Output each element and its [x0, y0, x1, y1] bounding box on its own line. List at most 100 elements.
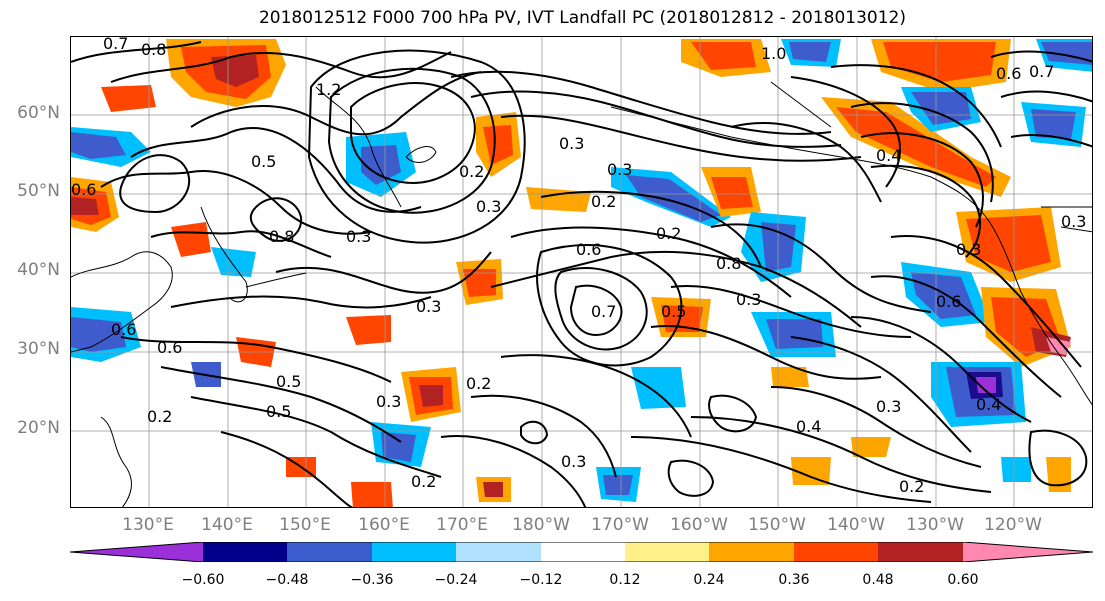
lon-label-140w: 140°W: [827, 515, 885, 535]
colorbar-tick: 0.60: [947, 572, 979, 588]
lon-label-160e: 160°E: [358, 515, 410, 535]
contour-label: 1.2: [316, 80, 341, 99]
contour-label: 0.3: [876, 397, 901, 416]
colorbar: [70, 542, 1093, 562]
map-canvas: 0.7 0.8 1.0 0.6 0.7 1.2 0.3 0.2 0.3 0.3 …: [71, 37, 1092, 507]
shade-blob: [631, 367, 686, 409]
lon-label-150e: 150°E: [279, 515, 331, 535]
shade-blob: [789, 42, 831, 62]
contour-label: 0.6: [996, 64, 1021, 83]
colorbar-segment: [794, 542, 878, 562]
shade-blob: [71, 317, 126, 352]
contour-label: 0.3: [416, 297, 441, 316]
shade-blob: [691, 42, 756, 70]
contour-label: 0.2: [411, 472, 436, 491]
shade-blob: [771, 367, 809, 387]
colorbar-segment: [372, 542, 456, 562]
contour-label: 0.3: [346, 227, 371, 246]
contour-label: 0.3: [376, 392, 401, 411]
shade-blob: [1041, 42, 1092, 65]
contour-label: 0.2: [899, 477, 924, 496]
shade-blob: [851, 437, 891, 457]
colorbar-tick: 0.48: [862, 572, 894, 588]
contour-label: 0.2: [466, 374, 491, 393]
lon-label-130e: 130°E: [122, 515, 174, 535]
contour-label: 0.8: [716, 254, 741, 273]
contour-label: 0.3: [561, 452, 586, 471]
colorbar-segment: [709, 542, 794, 562]
contour-label: 0.3: [736, 290, 761, 309]
colorbar-tick: −0.24: [434, 572, 478, 588]
lon-label-150w: 150°W: [748, 515, 806, 535]
colorbar-segment: [963, 542, 1093, 562]
colorbar-segment: [287, 542, 372, 562]
lon-label-160w: 160°W: [670, 515, 728, 535]
lat-label-40n: 40°N: [17, 260, 60, 280]
shade-blob: [1031, 109, 1076, 139]
contour-label: 0.2: [591, 192, 616, 211]
map-panel: 0.7 0.8 1.0 0.6 0.7 1.2 0.3 0.2 0.3 0.3 …: [70, 36, 1093, 508]
contour-label: 0.5: [266, 402, 291, 421]
lat-label-60n: 60°N: [17, 103, 60, 123]
shade-blob: [766, 319, 823, 349]
shade-blob: [346, 315, 391, 345]
lon-label-120w: 120°W: [984, 515, 1042, 535]
contour-label: 0.6: [936, 292, 961, 311]
shade-blob: [101, 85, 156, 112]
lon-label-140e: 140°E: [201, 515, 253, 535]
shade-blob: [71, 132, 126, 159]
colorbar-tick: 0.36: [778, 572, 810, 588]
colorbar-tick: −0.48: [265, 572, 309, 588]
shade-blob: [791, 457, 831, 485]
contour-label: 0.2: [459, 162, 484, 181]
colorbar-tick: −0.36: [350, 572, 394, 588]
contour-label: 0.5: [251, 152, 276, 171]
shade-blob: [211, 55, 259, 87]
shade-blob: [526, 187, 591, 212]
contour-label: 0.3: [1061, 212, 1086, 231]
shade-blob: [381, 432, 416, 462]
contour-label: 0.7: [591, 302, 616, 321]
lon-label-180w: 180°W: [512, 515, 570, 535]
contour-label: 0.4: [796, 417, 821, 436]
shade-blob: [463, 269, 496, 297]
shade-blob: [211, 247, 256, 277]
contour-label: 0.7: [103, 37, 128, 53]
shading-layer: [71, 39, 1092, 507]
shade-blob: [483, 125, 513, 165]
contour-label: 0.4: [876, 146, 901, 165]
contour-label: 0.8: [141, 40, 166, 59]
lat-label-20n: 20°N: [17, 418, 60, 438]
contour-label: 0.5: [276, 372, 301, 391]
colorbar-tick: −0.12: [519, 572, 563, 588]
colorbar-segment: [878, 542, 963, 562]
shade-blob: [911, 272, 976, 319]
shade-blob: [966, 215, 1051, 272]
contour-label: 0.4: [976, 395, 1001, 414]
lon-label-130w: 130°W: [906, 515, 964, 535]
colorbar-segment: [203, 542, 287, 562]
contour-label: 0.3: [559, 134, 584, 153]
colorbar-tick: −0.60: [181, 572, 225, 588]
shade-blob: [171, 222, 211, 257]
shade-blob: [911, 92, 971, 125]
colorbar-tick: 0.24: [693, 572, 725, 588]
lon-label-170e: 170°E: [436, 515, 488, 535]
lat-label-30n: 30°N: [17, 339, 60, 359]
colorbar-segment: [70, 542, 203, 562]
lat-label-50n: 50°N: [17, 181, 60, 201]
grid-lines: [71, 37, 1092, 507]
contour-label: 0.6: [71, 180, 96, 199]
colorbar-segment: [541, 542, 625, 562]
contour-label: 0.2: [656, 224, 681, 243]
contour-label: 1.0: [761, 44, 786, 63]
shade-blob: [1046, 337, 1071, 355]
shade-blob: [976, 377, 996, 393]
shade-blob: [71, 197, 99, 215]
contour-label: 0.3: [476, 197, 501, 216]
shade-blob: [483, 482, 503, 497]
shade-blob: [419, 385, 443, 407]
contour-label: 0.6: [157, 338, 182, 357]
map-title: 2018012512 F000 700 hPa PV, IVT Landfall…: [258, 8, 906, 28]
shade-blob: [361, 145, 401, 185]
